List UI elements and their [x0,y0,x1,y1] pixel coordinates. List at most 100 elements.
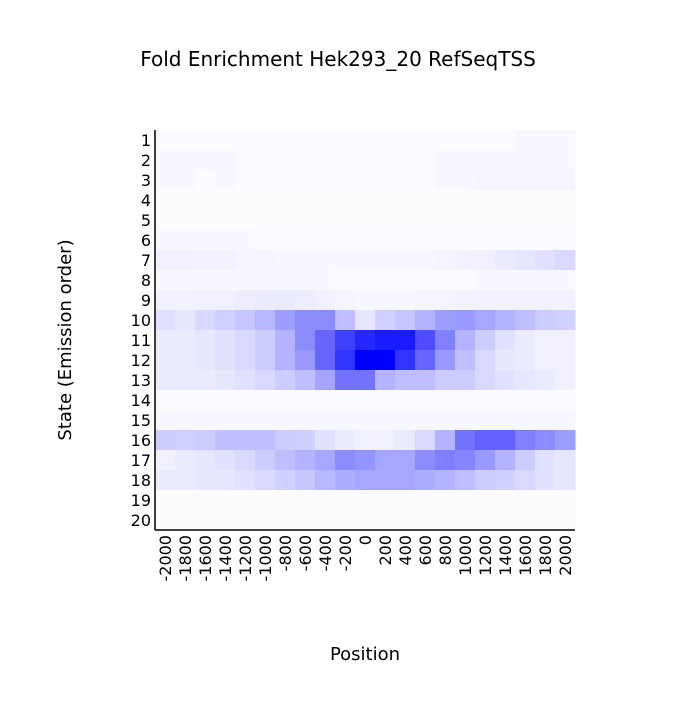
heatmap-cell [295,190,316,211]
heatmap-cell [315,170,336,191]
x-tick-label: -1600 [196,535,215,582]
heatmap-cell [435,250,456,271]
heatmap-cell [395,470,416,491]
heatmap-cell [435,150,456,171]
heatmap-cell [315,150,336,171]
heatmap-cell [235,210,256,231]
heatmap-cell [215,390,236,411]
heatmap-cell [355,290,376,311]
heatmap-cell [315,370,336,391]
heatmap-cell [175,150,196,171]
heatmap-cell [255,370,276,391]
heatmap-cell [475,230,496,251]
y-tick-label: 20 [131,511,151,530]
heatmap-cell [155,190,176,211]
heatmap-cell [535,510,556,531]
heatmap-cell [295,510,316,531]
heatmap-cell [515,310,536,331]
heatmap-cells [155,130,576,531]
heatmap-cell [475,410,496,431]
heatmap-cell [235,230,256,251]
heatmap-cell [555,230,576,251]
x-tick-label: -1200 [236,535,255,582]
heatmap-cell [415,290,436,311]
heatmap-cell [295,130,316,151]
heatmap-cell [155,270,176,291]
heatmap-cell [275,270,296,291]
heatmap-cell [295,430,316,451]
heatmap-cell [475,210,496,231]
heatmap-cell [435,350,456,371]
heatmap-cell [535,490,556,511]
heatmap-cell [535,270,556,291]
heatmap-cell [375,470,396,491]
heatmap-cell [235,390,256,411]
heatmap-cell [435,470,456,491]
heatmap-cell [335,130,356,151]
heatmap-cell [295,250,316,271]
heatmap-cell [515,410,536,431]
heatmap-cell [235,310,256,331]
heatmap-cell [355,410,376,431]
y-tick-label: 11 [131,331,151,350]
heatmap-cell [175,310,196,331]
heatmap-cell [435,330,456,351]
heatmap-cell [495,210,516,231]
heatmap-cell [335,430,356,451]
x-tick-label: -1000 [256,535,275,582]
heatmap-cell [275,490,296,511]
y-tick-label: 4 [141,191,151,210]
heatmap-cell [315,130,336,151]
heatmap-cell [515,350,536,371]
heatmap-cell [315,410,336,431]
heatmap-cell [335,190,356,211]
heatmap-cell [475,150,496,171]
heatmap-cell [535,390,556,411]
heatmap-cell [335,470,356,491]
heatmap-cell [315,310,336,331]
heatmap-cell [315,270,336,291]
heatmap-cell [375,250,396,271]
heatmap-cell [435,270,456,291]
heatmap-cell [555,410,576,431]
heatmap-cell [335,450,356,471]
heatmap-cell [415,470,436,491]
heatmap-cell [275,290,296,311]
y-tick-label: 5 [141,211,151,230]
heatmap-cell [555,350,576,371]
heatmap-cell [395,310,416,331]
heatmap-cell [375,210,396,231]
heatmap-cell [475,130,496,151]
heatmap-cell [475,430,496,451]
heatmap-cell [475,330,496,351]
heatmap-cell [155,230,176,251]
chart-title: Fold Enrichment Hek293_20 RefSeqTSS [140,47,536,71]
heatmap-cell [255,210,276,231]
heatmap-cell [555,370,576,391]
heatmap-cell [175,490,196,511]
y-axis-label: State (Emission order) [55,239,76,440]
heatmap-cell [335,310,356,331]
heatmap-cell [155,150,176,171]
heatmap-cell [535,170,556,191]
heatmap-cell [315,230,336,251]
heatmap-cell [495,270,516,291]
heatmap-cell [175,210,196,231]
heatmap-cell [455,270,476,291]
heatmap-cell [335,390,356,411]
heatmap-cell [475,390,496,411]
heatmap-cell [555,210,576,231]
heatmap-cell [355,510,376,531]
heatmap-cell [415,270,436,291]
heatmap-cell [255,470,276,491]
heatmap-cell [295,370,316,391]
heatmap-cell [255,310,276,331]
heatmap-cell [535,230,556,251]
heatmap-cell [555,510,576,531]
heatmap-cell [155,430,176,451]
heatmap-cell [255,490,276,511]
heatmap-cell [275,250,296,271]
heatmap-cell [475,470,496,491]
heatmap-cell [335,270,356,291]
heatmap-cell [155,350,176,371]
